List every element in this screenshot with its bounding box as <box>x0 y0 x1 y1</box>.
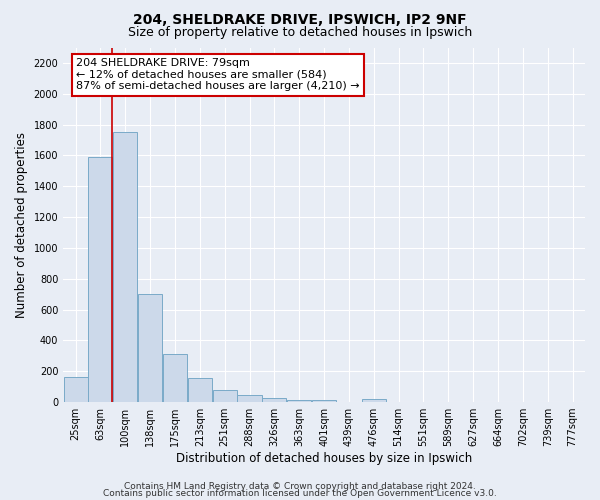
Y-axis label: Number of detached properties: Number of detached properties <box>15 132 28 318</box>
Text: Contains public sector information licensed under the Open Government Licence v3: Contains public sector information licen… <box>103 489 497 498</box>
Bar <box>238 395 262 402</box>
Bar <box>138 294 162 402</box>
Text: Size of property relative to detached houses in Ipswich: Size of property relative to detached ho… <box>128 26 472 39</box>
Bar <box>64 378 88 402</box>
Bar <box>113 132 137 402</box>
Bar <box>188 378 212 402</box>
Bar <box>362 399 386 402</box>
Bar <box>88 157 112 402</box>
Text: Contains HM Land Registry data © Crown copyright and database right 2024.: Contains HM Land Registry data © Crown c… <box>124 482 476 491</box>
Bar <box>163 354 187 402</box>
Bar <box>262 398 286 402</box>
Text: 204 SHELDRAKE DRIVE: 79sqm
← 12% of detached houses are smaller (584)
87% of sem: 204 SHELDRAKE DRIVE: 79sqm ← 12% of deta… <box>76 58 360 92</box>
Text: 204, SHELDRAKE DRIVE, IPSWICH, IP2 9NF: 204, SHELDRAKE DRIVE, IPSWICH, IP2 9NF <box>133 12 467 26</box>
X-axis label: Distribution of detached houses by size in Ipswich: Distribution of detached houses by size … <box>176 452 472 465</box>
Bar <box>212 390 237 402</box>
Bar <box>287 400 311 402</box>
Bar <box>312 400 336 402</box>
